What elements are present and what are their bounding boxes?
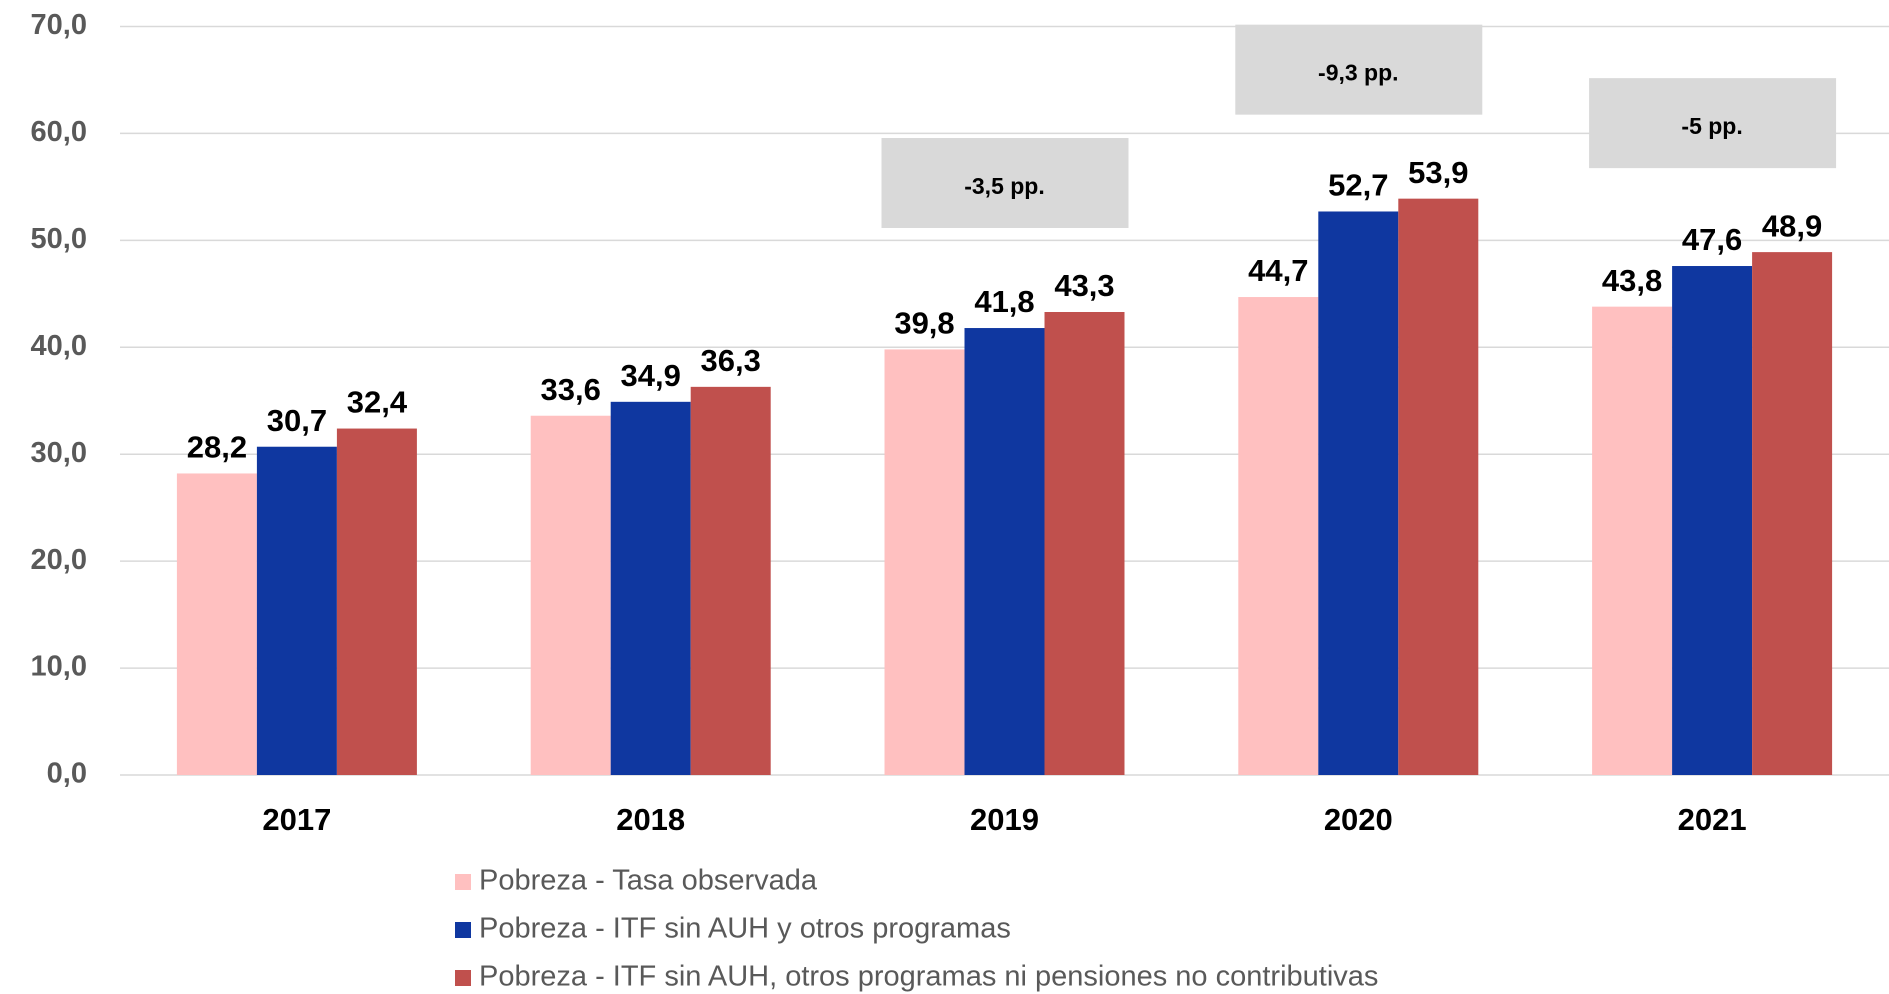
legend-label: Pobreza - Tasa observada — [479, 865, 818, 897]
bar — [1752, 252, 1833, 776]
value-label: 43,8 — [1602, 263, 1662, 298]
y-tick-label: 70,0 — [31, 9, 87, 41]
x-tick-label: 2018 — [616, 802, 685, 837]
value-label: 48,9 — [1762, 208, 1822, 243]
value-label: 47,6 — [1682, 222, 1742, 257]
value-label: 32,4 — [347, 385, 408, 420]
x-tick-label: 2020 — [1324, 802, 1393, 837]
bar — [1672, 266, 1753, 775]
y-tick-label: 20,0 — [31, 544, 87, 576]
bar — [1592, 306, 1673, 775]
annotation-text: -5 pp. — [1681, 113, 1742, 139]
annotation-text: -9,3 pp. — [1318, 60, 1399, 86]
value-label: 52,7 — [1328, 168, 1388, 203]
annotation-box — [1235, 24, 1483, 115]
annotation-box — [1589, 78, 1837, 169]
legend-swatch — [455, 922, 471, 938]
bar — [530, 415, 611, 775]
bar — [1318, 211, 1399, 775]
legend-label: Pobreza - ITF sin AUH, otros programas n… — [479, 961, 1378, 993]
annotation-box — [881, 137, 1129, 228]
y-tick-label: 60,0 — [31, 116, 87, 148]
x-tick-label: 2019 — [970, 802, 1039, 837]
value-label: 44,7 — [1248, 253, 1308, 288]
y-tick-label: 50,0 — [31, 223, 87, 255]
bar — [964, 328, 1045, 775]
y-tick-label: 30,0 — [31, 437, 87, 469]
bar — [176, 473, 257, 775]
y-tick-label: 0,0 — [47, 758, 87, 790]
y-tick-label: 40,0 — [31, 330, 87, 362]
value-label: 41,8 — [974, 284, 1034, 319]
bar — [884, 349, 965, 775]
value-label: 28,2 — [187, 430, 247, 465]
value-label: 39,8 — [894, 306, 954, 341]
bar — [1398, 198, 1479, 775]
value-label: 36,3 — [701, 343, 761, 378]
value-label: 43,3 — [1054, 268, 1114, 303]
bar — [1044, 311, 1125, 775]
bar — [610, 401, 691, 775]
legend-swatch — [455, 970, 471, 986]
annotation-text: -3,5 pp. — [964, 173, 1045, 199]
x-tick-label: 2017 — [262, 802, 331, 837]
bar — [1238, 297, 1319, 775]
legend-label: Pobreza - ITF sin AUH y otros programas — [479, 913, 1011, 945]
bar — [336, 428, 417, 775]
y-tick-label: 10,0 — [31, 651, 87, 683]
value-label: 33,6 — [541, 372, 601, 407]
bar — [256, 446, 337, 775]
value-label: 34,9 — [621, 358, 681, 393]
value-label: 30,7 — [267, 403, 327, 438]
bar — [690, 386, 771, 775]
legend-swatch — [455, 874, 471, 890]
x-tick-label: 2021 — [1678, 802, 1747, 837]
value-label: 53,9 — [1408, 155, 1468, 190]
